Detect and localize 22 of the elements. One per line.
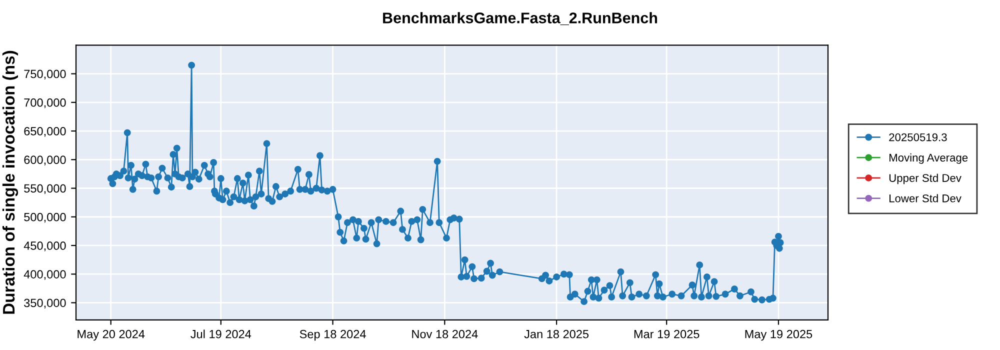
legend-label: Moving Average: [890, 153, 968, 164]
legend-label: 20250519.3: [889, 133, 947, 142]
y-axis-title: Duration of single invocation (ns): [2, 50, 18, 314]
y-tick-label: 700,000: [24, 98, 66, 108]
y-tick-label: 450,000: [24, 242, 66, 252]
legend-label: Upper Std Dev: [889, 174, 962, 184]
x-tick-label: May 19 2025: [745, 330, 812, 341]
chart-title: BenchmarksGame.Fasta_2.RunBench: [383, 12, 658, 26]
x-tick-label: Jul 19 2024: [190, 330, 252, 338]
x-tick-label: Jan 18 2025: [524, 330, 589, 338]
y-tick-label: 500,000: [24, 212, 66, 223]
y-tick-label: 550,000: [24, 184, 66, 194]
y-tick-label: 650,000: [24, 127, 66, 137]
y-tick-label: 600,000: [24, 156, 66, 166]
x-tick-label: Mar 19 2025: [634, 330, 700, 338]
legend-label: Lower Std Dev: [890, 194, 962, 202]
x-tick-label: Nov 18 2024: [412, 330, 478, 338]
y-tick-label: 350,000: [24, 298, 66, 309]
y-tick-label: 750,000: [24, 70, 66, 80]
x-tick-label: Sep 18 2024: [300, 330, 366, 341]
y-tick-label: 400,000: [24, 270, 66, 280]
x-tick-label: May 20 2024: [78, 330, 145, 341]
